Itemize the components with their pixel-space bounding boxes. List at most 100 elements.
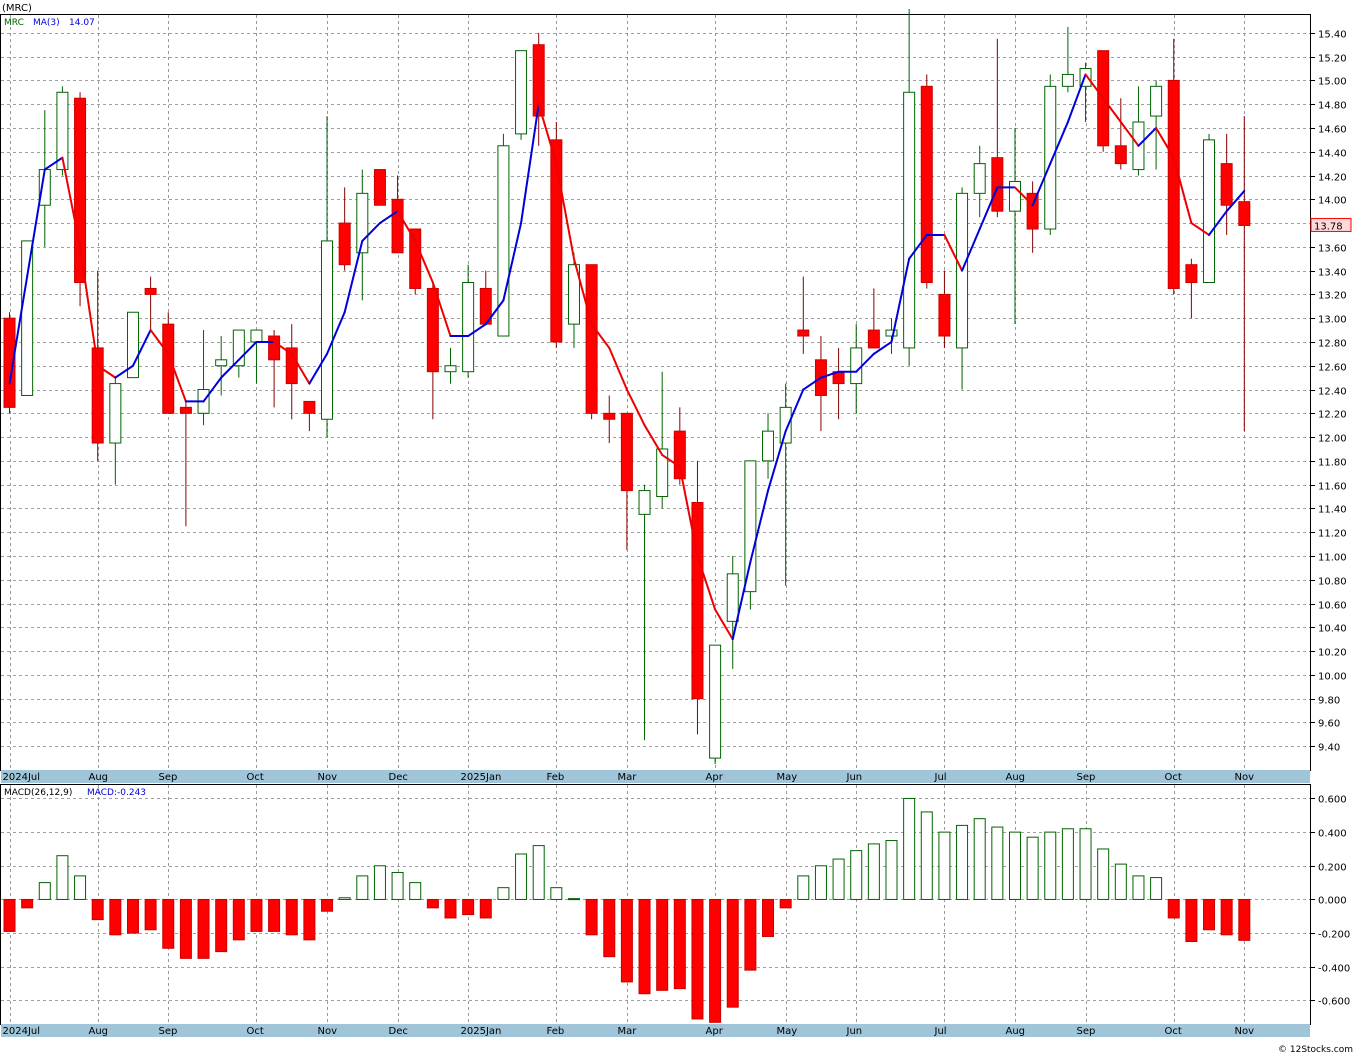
macd-bar bbox=[956, 824, 969, 900]
candle bbox=[673, 407, 686, 485]
macd-bar bbox=[215, 898, 228, 953]
ma-segment bbox=[131, 329, 152, 367]
candle bbox=[867, 288, 880, 349]
y-tick-label: 11.60 bbox=[1318, 482, 1347, 493]
ma-segment bbox=[414, 239, 434, 284]
candle-body bbox=[1238, 201, 1251, 226]
macd-bar bbox=[426, 898, 439, 909]
macd-bar bbox=[938, 831, 951, 900]
macd-panel-frame bbox=[0, 784, 1311, 1025]
candle bbox=[303, 400, 316, 432]
macd-bar bbox=[91, 898, 104, 921]
ma-segment bbox=[1172, 156, 1193, 225]
ma-segment bbox=[872, 340, 893, 355]
candle bbox=[144, 276, 157, 331]
x-tick-label: Dec bbox=[389, 1026, 408, 1037]
x-tick-label: Aug bbox=[89, 1026, 109, 1037]
x-tick-label: Oct bbox=[247, 772, 264, 783]
y-tick-label: 9.60 bbox=[1318, 719, 1340, 730]
y-tick-label: 15.20 bbox=[1318, 54, 1347, 65]
x-tick-label: Feb bbox=[547, 772, 565, 783]
ma-segment bbox=[890, 257, 911, 343]
candle bbox=[973, 145, 986, 218]
y-tick-label: 13.60 bbox=[1318, 244, 1347, 255]
macd-y-tick-label: 0.400 bbox=[1318, 829, 1347, 840]
candle bbox=[338, 187, 351, 271]
ma-segment bbox=[1119, 121, 1140, 147]
candle bbox=[532, 32, 545, 146]
candle-body bbox=[21, 240, 34, 396]
candle bbox=[462, 264, 475, 378]
price-legend-symbol: MRC bbox=[4, 18, 24, 28]
ma-segment bbox=[908, 233, 928, 260]
candle bbox=[179, 401, 192, 527]
candle-body bbox=[462, 282, 475, 373]
macd-bar bbox=[1167, 898, 1180, 919]
ma-segment bbox=[467, 323, 487, 338]
candle bbox=[1185, 258, 1198, 319]
macd-bar bbox=[814, 865, 827, 900]
candle-body bbox=[726, 573, 739, 622]
y-tick-label: 10.60 bbox=[1318, 601, 1347, 612]
candle-body bbox=[1185, 264, 1198, 284]
candle-body bbox=[673, 430, 686, 480]
ma-segment bbox=[326, 311, 346, 355]
macd-bar bbox=[497, 887, 510, 900]
date-axis-bar bbox=[1, 770, 1310, 783]
macd-bar bbox=[973, 818, 986, 900]
candle bbox=[197, 330, 210, 426]
macd-bar bbox=[797, 875, 810, 900]
macd-bar bbox=[321, 898, 334, 912]
y-tick-label: 12.00 bbox=[1318, 434, 1347, 445]
x-tick-label: Aug bbox=[89, 772, 109, 783]
ma-segment bbox=[79, 245, 99, 367]
x-tick-label: Oct bbox=[1165, 772, 1182, 783]
candle bbox=[1114, 98, 1127, 170]
candle bbox=[1097, 50, 1110, 152]
y-tick-label: 10.20 bbox=[1318, 648, 1347, 659]
ma-segment bbox=[802, 376, 822, 391]
candle-body bbox=[620, 412, 633, 492]
macd-y-tick-label: 0.000 bbox=[1318, 896, 1347, 907]
macd-bar bbox=[744, 898, 757, 971]
ma-segment bbox=[714, 608, 734, 641]
candle-body bbox=[126, 311, 139, 379]
macd-bar bbox=[638, 898, 651, 995]
ma-segment bbox=[749, 489, 770, 563]
x-tick-label: Apr bbox=[706, 1026, 724, 1037]
macd-bar bbox=[779, 898, 792, 909]
candle-body bbox=[162, 323, 175, 414]
y-tick-label: 14.60 bbox=[1318, 125, 1347, 136]
y-tick-label: 10.40 bbox=[1318, 624, 1347, 635]
candle-body bbox=[56, 91, 69, 171]
x-tick-label: Sep bbox=[159, 772, 178, 783]
candle bbox=[38, 110, 51, 247]
y-tick-label: 15.40 bbox=[1318, 30, 1347, 41]
candle-body bbox=[409, 228, 422, 289]
macd-bar bbox=[1220, 898, 1233, 936]
x-tick-label: Mar bbox=[618, 1026, 638, 1037]
ma-segment bbox=[643, 424, 664, 456]
candle-body bbox=[1150, 85, 1163, 117]
y-tick-label: 13.40 bbox=[1318, 268, 1347, 279]
ma-segment bbox=[167, 352, 187, 403]
y-tick-label: 10.80 bbox=[1318, 577, 1347, 588]
ma-segment bbox=[819, 370, 840, 379]
candle-body bbox=[850, 347, 863, 385]
candle bbox=[409, 228, 422, 295]
x-tick-label: Aug bbox=[1006, 1026, 1026, 1037]
x-tick-label: Apr bbox=[706, 772, 724, 783]
macd-y-tick-label: 0.600 bbox=[1318, 795, 1347, 806]
y-tick-label: 15.00 bbox=[1318, 77, 1347, 88]
price-legend-ma: MA(3) bbox=[33, 18, 60, 28]
candle bbox=[744, 460, 757, 610]
ma-segment bbox=[661, 453, 681, 468]
macd-bar bbox=[179, 898, 192, 959]
macd-bar bbox=[144, 898, 157, 931]
candle-body bbox=[797, 329, 810, 337]
macd-bar bbox=[56, 855, 69, 900]
macd-bar bbox=[126, 898, 139, 934]
y-tick-label: 9.80 bbox=[1318, 696, 1340, 707]
macd-bar bbox=[74, 875, 87, 900]
